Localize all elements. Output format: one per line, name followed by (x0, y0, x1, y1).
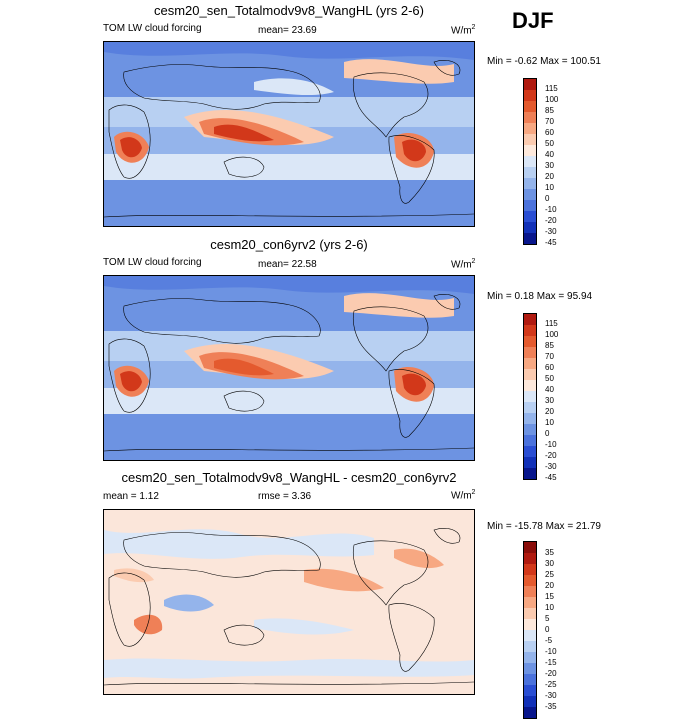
colorbar-tick-label: -35 (545, 702, 557, 711)
colorbar-tick-label: 0 (545, 429, 550, 438)
panel-1-title: cesm20_sen_Totalmodv9v8_WangHL (yrs 2-6) (154, 3, 424, 18)
panel-3-map (103, 509, 475, 695)
panel-2-colorbar-labels: 115 100 85 70 60 50 40 30 20 10 0 -10 -2… (545, 318, 558, 483)
colorbar-tick-label: -10 (545, 647, 557, 656)
panel-3-minmax: Min = -15.78 Max = 21.79 (487, 521, 601, 532)
season-label: DJF (512, 8, 554, 33)
colorbar-tick-label: -30 (545, 462, 557, 471)
colorbar-tick-label: -30 (545, 227, 557, 236)
colorbar-tick-label: 10 (545, 603, 554, 612)
colorbar-tick-label: -30 (545, 691, 557, 700)
panel-1-minmax: Min = -0.62 Max = 100.51 (487, 56, 601, 67)
panel-2-units: W/m2 (451, 258, 476, 271)
panel-1-units: W/m2 (451, 24, 476, 37)
panel-2-map (103, 275, 475, 461)
panel-1-map-field (104, 42, 474, 226)
colorbar-tick-label: 70 (545, 117, 554, 126)
colorbar-tick-label: -45 (545, 238, 557, 247)
colorbar-tick-label: 85 (545, 341, 554, 350)
panel-1-map (103, 41, 475, 227)
panel-2-title: cesm20_con6yrv2 (yrs 2-6) (210, 237, 368, 252)
panel-2-minmax: Min = 0.18 Max = 95.94 (487, 291, 593, 302)
panel-1-colorbar (523, 78, 537, 245)
colorbar-tick-label: 85 (545, 106, 554, 115)
colorbar-tick-label: 40 (545, 150, 554, 159)
colorbar-tick-label: -20 (545, 216, 557, 225)
colorbar-tick-label: -45 (545, 473, 557, 482)
colorbar-tick-label: 5 (545, 614, 550, 623)
colorbar-tick-label: 100 (545, 95, 559, 104)
panel-3-title: cesm20_sen_Totalmodv9v8_WangHL - cesm20_… (121, 470, 457, 485)
panel-1-mean: mean= 23.69 (258, 25, 317, 36)
colorbar-tick-label: -20 (545, 451, 557, 460)
panel-3-rmse: rmse = 3.36 (258, 491, 312, 502)
colorbar-tick-label: 0 (545, 194, 550, 203)
colorbar-tick-label: -15 (545, 658, 557, 667)
panel-3-map-field (104, 510, 474, 694)
colorbar-tick-label: -10 (545, 440, 557, 449)
panel-2-mean: mean= 22.58 (258, 259, 317, 270)
colorbar-tick-label: 35 (545, 548, 554, 557)
panel-3-units: W/m2 (451, 489, 476, 502)
colorbar-tick-label: 40 (545, 385, 554, 394)
colorbar-tick-label: 70 (545, 352, 554, 361)
colorbar-tick-label: 15 (545, 592, 554, 601)
colorbar-tick-label: 0 (545, 625, 550, 634)
colorbar-tick-label: 100 (545, 330, 559, 339)
colorbar-tick-label: 115 (545, 319, 558, 328)
colorbar-tick-label: 30 (545, 559, 554, 568)
panel-2-map-field (104, 276, 474, 460)
colorbar-tick-label: 10 (545, 183, 554, 192)
colorbar-tick-label: -5 (545, 636, 553, 645)
colorbar-tick-label: 60 (545, 363, 554, 372)
colorbar-tick-label: -10 (545, 205, 557, 214)
colorbar-tick-label: 20 (545, 172, 554, 181)
colorbar-tick-label: 25 (545, 570, 554, 579)
colorbar-tick-label: 10 (545, 418, 554, 427)
colorbar-tick-label: 50 (545, 139, 554, 148)
panel-2-colorbar (523, 313, 537, 480)
colorbar-tick-label: 30 (545, 161, 554, 170)
colorbar-tick-label: 30 (545, 396, 554, 405)
colorbar-tick-label: -25 (545, 680, 557, 689)
colorbar-tick-label: 115 (545, 84, 558, 93)
panel-3-colorbar (523, 541, 537, 719)
panel-1-left-label: TOM LW cloud forcing (103, 23, 202, 34)
panel-3-colorbar-labels: 35 30 25 20 15 10 5 0 -5 -10 -15 -20 -25… (545, 547, 557, 712)
panel-1-colorbar-labels: 115 100 85 70 60 50 40 30 20 10 0 -10 -2… (545, 83, 558, 248)
panel-3-mean: mean = 1.12 (103, 491, 159, 502)
colorbar-tick-label: 20 (545, 581, 554, 590)
colorbar-tick-label: 60 (545, 128, 554, 137)
colorbar-tick-label: 50 (545, 374, 554, 383)
panel-2-left-label: TOM LW cloud forcing (103, 257, 202, 268)
colorbar-tick-label: 20 (545, 407, 554, 416)
colorbar-tick-label: -20 (545, 669, 557, 678)
